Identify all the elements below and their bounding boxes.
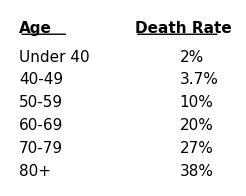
Text: 50-59: 50-59: [19, 95, 63, 110]
Text: 38%: 38%: [180, 164, 214, 179]
Text: 40-49: 40-49: [19, 73, 63, 87]
Text: 20%: 20%: [180, 118, 214, 133]
Text: 70-79: 70-79: [19, 141, 63, 156]
Text: 27%: 27%: [180, 141, 214, 156]
Text: Under 40: Under 40: [19, 50, 90, 65]
Text: 80+: 80+: [19, 164, 51, 179]
Text: 3.7%: 3.7%: [180, 73, 218, 87]
Text: 2%: 2%: [180, 50, 204, 65]
Text: Death Rate: Death Rate: [135, 21, 232, 36]
Text: 60-69: 60-69: [19, 118, 63, 133]
Text: Age: Age: [19, 21, 52, 36]
Text: 10%: 10%: [180, 95, 214, 110]
